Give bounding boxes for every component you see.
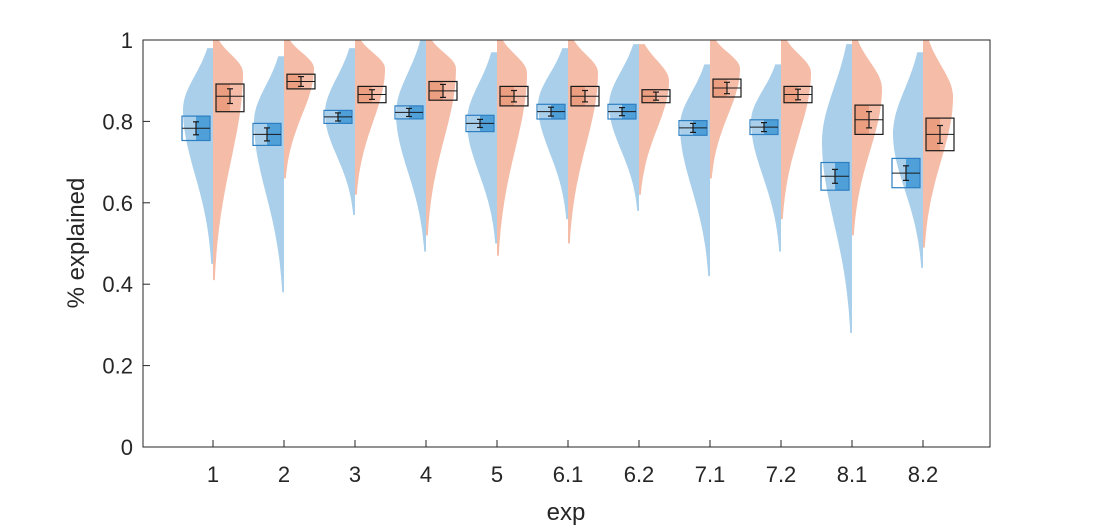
violin-blue-5 [467,52,497,244]
x-tick-label-3: 3 [349,462,361,487]
violin-blue-1 [183,48,213,264]
violin-blue-7.2 [751,64,781,252]
y-tick-label-1: 1 [121,28,133,53]
violin-blue-3 [325,48,355,215]
x-tick-label-6.2: 6.2 [624,462,655,487]
y-tick-label-0.4: 0.4 [102,272,133,297]
violin-red-3 [355,40,385,195]
boxes-layer [181,73,955,191]
violin-red-6.2 [639,44,669,195]
y-axis-label: % explained [63,178,90,309]
violin-blue-6.1 [538,48,568,220]
y-tick-label-0.8: 0.8 [102,109,133,134]
y-tick-label-0.2: 0.2 [102,354,133,379]
violin-blue-2 [254,56,284,293]
y-tick-label-0: 0 [121,435,133,460]
axes-layer: 0 0.2 0.4 0.6 0.8 1 1 2 3 4 5 6.1 6.2 7.1 7.2 8.1 8.2 [102,28,938,487]
violin-red-8.1 [852,40,882,236]
x-tick-label-7.1: 7.1 [695,462,726,487]
x-tick-label-6.1: 6.1 [553,462,584,487]
violin-red-7.1 [710,40,740,179]
x-tick-label-8.2: 8.2 [908,462,939,487]
box-red-1 [215,83,245,113]
violin-blue-4 [396,40,426,252]
x-tick-label-2: 2 [278,462,290,487]
box-fill-red-1 [216,84,230,112]
violin-blue-6.2 [609,44,639,211]
x-tick-label-4: 4 [420,462,432,487]
y-tick-label-0.6: 0.6 [102,191,133,216]
x-tick-label-1: 1 [207,462,219,487]
x-axis-label: exp [547,499,586,526]
x-tick-label-7.2: 7.2 [766,462,797,487]
x-tick-label-5: 5 [491,462,503,487]
violin-red-7.2 [781,40,811,220]
plot-frame [142,39,991,448]
violin-blue-7.1 [680,64,710,277]
x-tick-label-8.1: 8.1 [837,462,868,487]
